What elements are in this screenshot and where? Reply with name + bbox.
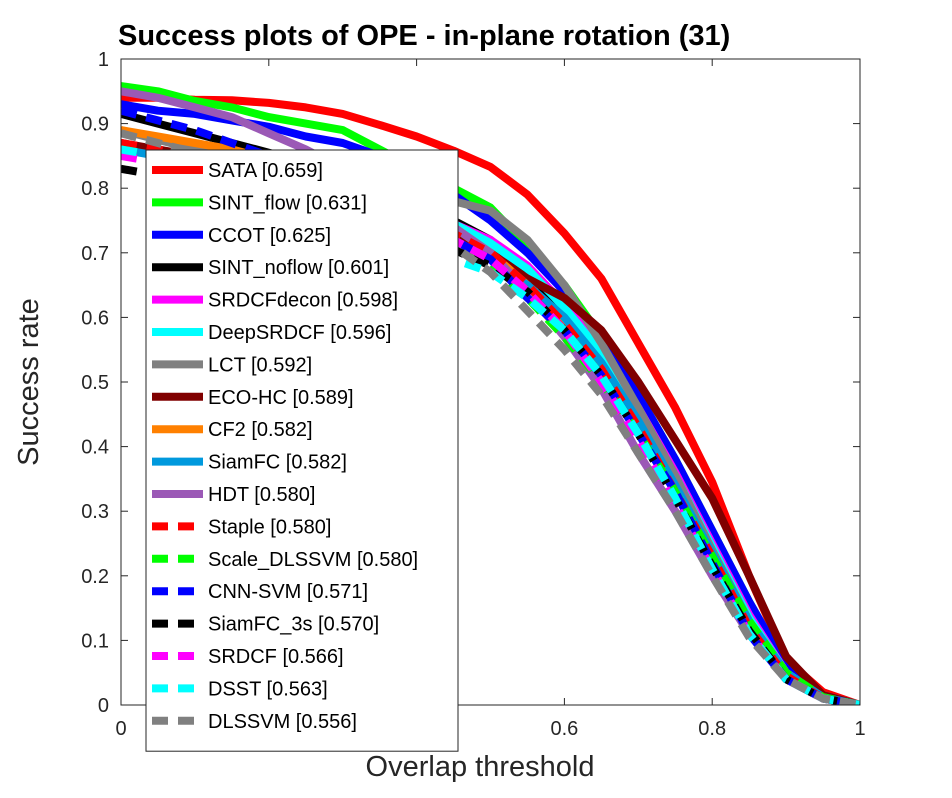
legend-label: SINT_noflow [0.601] [208,257,389,279]
legend-label: DSST [0.563] [208,678,328,700]
legend-label: SATA [0.659] [208,160,323,182]
x-tick-label: 0.8 [698,718,726,740]
legend-label: SiamFC_3s [0.570] [208,614,379,636]
series-line-17 [121,129,860,705]
legend-label: Staple [0.580] [208,516,331,538]
x-tick-label: 1 [854,718,865,740]
y-tick-label: 0 [98,695,109,717]
y-axis-label: Success rate [13,298,45,466]
y-tick-label: 0.8 [81,178,109,200]
series-line-12 [121,145,860,705]
legend-label: DLSSVM [0.556] [208,711,357,733]
legend-label: SRDCF [0.566] [208,646,344,668]
y-tick-label: 0.7 [81,243,109,265]
legend-label: HDT [0.580] [208,484,315,506]
x-tick-label: 0 [115,718,126,740]
y-tick-label: 0.6 [81,307,109,329]
legend-label: CNN-SVM [0.571] [208,581,368,603]
x-axis-label: Overlap threshold [366,751,595,783]
legend-label: LCT [0.592] [208,354,312,376]
chart-title: Success plots of OPE - in-plane rotation… [118,20,730,52]
x-tick-label: 0.6 [550,718,578,740]
legend-label: SRDCFdecon [0.598] [208,290,398,312]
legend-label: SINT_flow [0.631] [208,192,367,214]
legend-label: SiamFC [0.582] [208,452,347,474]
legend-box [145,149,459,752]
legend-label: CF2 [0.582] [208,419,313,441]
y-tick-label: 0.5 [81,372,109,394]
y-tick-label: 0.9 [81,114,109,136]
y-tick-label: 0.4 [81,437,109,459]
y-tick-label: 0.1 [81,630,109,652]
legend-label: CCOT [0.625] [208,225,331,247]
legend-label: ECO-HC [0.589] [208,387,354,409]
y-tick-label: 1 [98,49,109,71]
y-tick-label: 0.3 [81,501,109,523]
legend-label: Scale_DLSSVM [0.580] [208,549,418,571]
y-tick-label: 0.2 [81,566,109,588]
legend-label: DeepSRDCF [0.596] [208,322,391,344]
legend: SATA [0.659] SINT_flow [0.631] CCOT [0.625… [145,149,459,752]
